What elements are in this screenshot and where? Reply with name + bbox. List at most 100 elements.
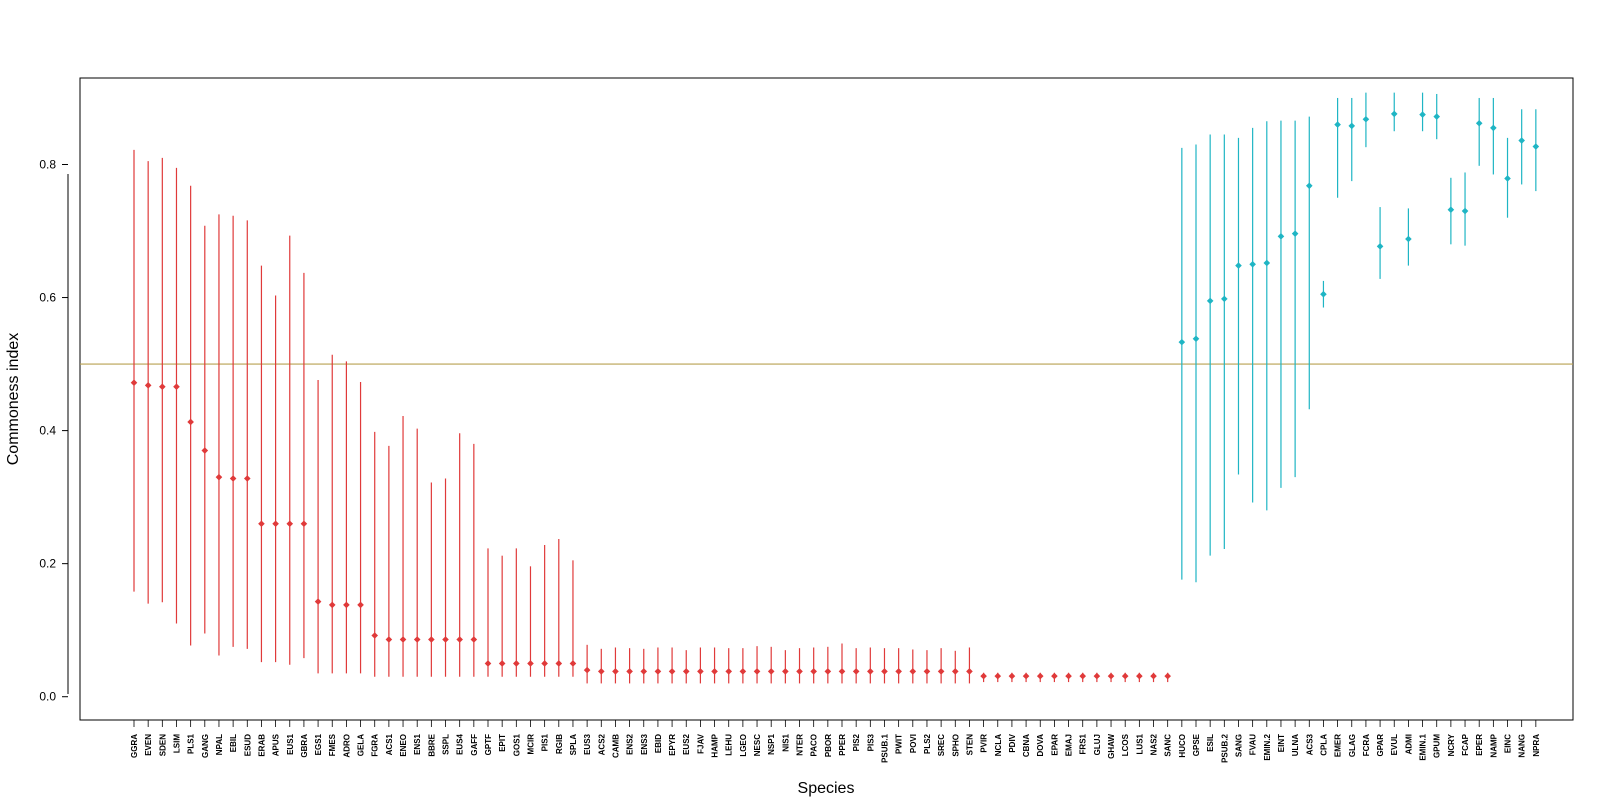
point-marker xyxy=(725,668,733,675)
point-marker xyxy=(159,383,166,390)
point-marker xyxy=(1277,233,1285,240)
point-marker xyxy=(498,660,506,667)
x-tick-label: FCAP xyxy=(1461,733,1470,755)
point-marker xyxy=(838,668,846,675)
point-marker xyxy=(1390,110,1398,118)
x-tick-label: LSIM xyxy=(172,734,181,753)
point-marker xyxy=(867,668,874,675)
point-marker xyxy=(711,668,718,675)
x-tick-label: EBID xyxy=(654,734,663,753)
point-marker xyxy=(626,668,633,675)
point-marker xyxy=(597,668,605,675)
x-tick-label: FCRA xyxy=(1362,734,1371,756)
point-marker xyxy=(937,668,945,675)
point-marker xyxy=(229,475,237,482)
point-marker xyxy=(1008,672,1016,680)
x-tick-label: ENEO xyxy=(399,734,408,757)
point-marker xyxy=(1150,672,1157,680)
point-marker xyxy=(527,660,534,667)
point-marker xyxy=(583,666,591,674)
x-tick-label: GBRA xyxy=(300,734,309,758)
x-tick-label: EINC xyxy=(1504,734,1513,753)
x-tick-label: LUS1 xyxy=(1135,733,1144,754)
point-marker xyxy=(555,660,563,667)
point-marker xyxy=(1022,672,1030,680)
point-marker xyxy=(569,660,577,667)
x-tick-label: PSUB.2 xyxy=(1220,733,1229,762)
point-marker xyxy=(895,668,902,675)
x-tick-label: GELA xyxy=(357,734,366,756)
point-marker xyxy=(739,668,747,675)
point-marker xyxy=(682,668,690,675)
error-bar-series xyxy=(130,92,1540,684)
x-tick-label: FVAU xyxy=(1249,734,1258,755)
point-marker xyxy=(782,668,789,675)
point-marker xyxy=(1164,672,1171,680)
point-marker xyxy=(399,636,407,643)
point-marker xyxy=(1433,113,1441,120)
x-tick-label: ERAB xyxy=(257,734,266,757)
point-marker xyxy=(753,668,761,675)
point-marker xyxy=(1178,338,1186,346)
x-tick-label: EMIN.2 xyxy=(1263,733,1272,760)
x-tick-label: SDEN xyxy=(158,734,167,756)
point-marker xyxy=(1107,672,1115,680)
x-tick-label: CPLA xyxy=(1319,734,1328,756)
plot-frame xyxy=(79,77,1574,721)
point-marker xyxy=(951,668,959,675)
point-marker xyxy=(272,520,279,528)
x-tick-label: PVIR xyxy=(980,734,989,753)
point-marker xyxy=(456,636,463,643)
point-marker xyxy=(994,672,1002,680)
point-marker xyxy=(1334,121,1341,128)
point-marker xyxy=(1376,243,1384,250)
x-tick-label: GPTF xyxy=(484,734,493,755)
x-tick-label: SPHO xyxy=(951,734,960,757)
x-tick-label: EPYR xyxy=(668,734,677,756)
point-marker xyxy=(1419,111,1426,118)
y-tick-label: 0.6 xyxy=(39,291,56,305)
point-marker xyxy=(328,601,336,609)
x-tick-label: GGRA xyxy=(130,734,139,758)
point-marker xyxy=(1221,295,1228,303)
x-tick-label: ACS3 xyxy=(1305,733,1314,755)
x-tick-label: GPAR xyxy=(1376,734,1385,757)
x-tick-label: ENS1 xyxy=(413,733,422,754)
point-marker xyxy=(923,668,931,675)
point-marker xyxy=(1192,335,1200,343)
x-tick-label: EPER xyxy=(1475,734,1484,756)
point-marker xyxy=(343,601,350,609)
point-marker xyxy=(1079,672,1087,680)
point-marker xyxy=(654,668,662,675)
point-marker xyxy=(1348,122,1356,130)
point-marker xyxy=(668,668,676,675)
x-tick-label: LGEO xyxy=(739,734,748,757)
x-tick-label: ACS1 xyxy=(385,733,394,755)
point-marker xyxy=(767,668,775,675)
x-tick-label: SANC xyxy=(1164,734,1173,757)
x-tick-label: EPIT xyxy=(498,734,507,752)
point-marker xyxy=(173,383,180,390)
point-marker xyxy=(1475,119,1483,127)
point-marker xyxy=(909,668,917,675)
x-axis-title: Species xyxy=(798,780,855,797)
point-marker xyxy=(1362,115,1370,123)
point-marker xyxy=(1518,137,1525,144)
x-tick-label: FRS1 xyxy=(1079,733,1088,754)
x-tick-label: PSUB.1 xyxy=(880,733,889,762)
point-marker xyxy=(1206,297,1214,305)
point-marker xyxy=(852,668,860,675)
point-marker xyxy=(413,636,421,643)
x-tick-label: CBNA xyxy=(1022,734,1031,757)
x-tick-label: NIS1 xyxy=(781,733,790,751)
x-tick-label: SPLA xyxy=(569,734,578,756)
x-tick-label: GHAW xyxy=(1107,734,1116,759)
x-tick-label: EUS2 xyxy=(682,733,691,754)
x-tick-label: GLUJ xyxy=(1093,734,1102,755)
x-tick-label: PLS2 xyxy=(923,733,932,754)
x-tick-label: NPAL xyxy=(215,734,224,755)
point-marker xyxy=(1263,259,1271,267)
point-marker xyxy=(243,475,251,482)
x-tick-label: FGRA xyxy=(371,734,380,757)
